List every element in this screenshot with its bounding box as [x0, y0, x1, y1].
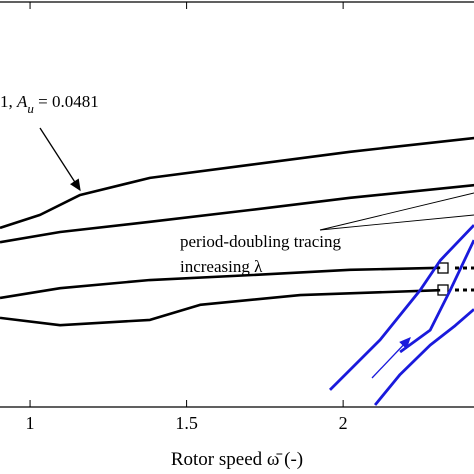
- direction-arrow: [371, 337, 411, 379]
- annotation: period-doubling tracing: [180, 232, 341, 251]
- curve: [373, 308, 474, 406]
- x-axis-label: Rotor speed ω̄ (-): [171, 449, 303, 470]
- annotation: increasing λ: [180, 257, 263, 276]
- x-tick-label: 1: [26, 413, 35, 433]
- x-tick-label: 1.5: [175, 413, 198, 433]
- leader-line: [319, 214, 474, 231]
- curve: [399, 239, 474, 354]
- curve: [0, 183, 474, 244]
- leader-line: [319, 192, 474, 231]
- annotation: 1, Au = 0.0481: [0, 92, 99, 116]
- curve: [328, 224, 474, 391]
- curve: [0, 288, 441, 327]
- curve: [0, 266, 441, 300]
- x-tick-label: 2: [339, 413, 348, 433]
- curve: [0, 136, 474, 230]
- annotation-arrow: [39, 127, 81, 192]
